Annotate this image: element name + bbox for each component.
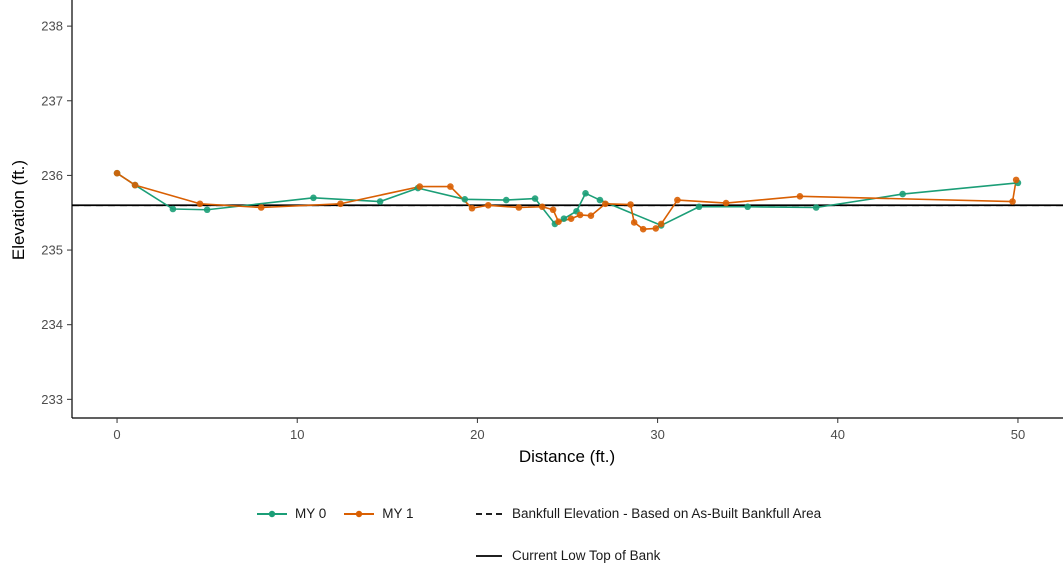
data-point-my1-6 [447, 183, 454, 190]
x-tick-label: 10 [290, 427, 304, 442]
legend-item-my1: MY 1 [344, 506, 414, 521]
data-point-my1-9 [515, 204, 523, 211]
data-point-my0-14 [596, 196, 604, 204]
y-tick-label: 237 [41, 93, 63, 108]
data-point-my1-17 [627, 201, 634, 208]
y-axis-title: Elevation (ft.) [9, 160, 28, 260]
data-point-my1-23 [722, 199, 730, 207]
data-point-my1-24 [796, 193, 804, 200]
plot-area [72, 169, 1063, 233]
data-point-my1-21 [657, 220, 665, 228]
data-point-my1-26 [1012, 176, 1020, 184]
legend-label-my0: MY 0 [295, 506, 327, 521]
data-point-my0-4 [310, 194, 317, 202]
y-tick-label: 236 [41, 168, 63, 183]
legend-key-bankfull [476, 512, 502, 515]
data-point-my1-0 [113, 169, 121, 177]
data-point-my1-25 [1009, 198, 1016, 205]
x-tick-label: 30 [650, 427, 664, 442]
legend-label-top-of-bank: Current Low Top of Bank [512, 548, 661, 563]
x-axis-title: Distance (ft.) [519, 447, 615, 466]
data-point-my1-22 [674, 196, 681, 204]
data-point-my1-10 [538, 203, 546, 211]
y-tick-label: 233 [41, 392, 63, 407]
data-point-my1-19 [639, 225, 647, 233]
data-point-my1-13 [567, 215, 575, 222]
data-point-my0-17 [744, 203, 751, 211]
data-point-my1-11 [549, 206, 557, 214]
data-point-my0-13 [582, 190, 589, 197]
y-tick-label: 238 [41, 19, 63, 34]
y-tick-label: 234 [41, 317, 63, 332]
x-tick-label: 0 [113, 427, 120, 442]
data-point-my1-18 [630, 219, 638, 226]
data-point-my1-15 [587, 212, 595, 220]
data-point-my0-3 [203, 206, 211, 214]
data-point-my0-18 [812, 204, 820, 211]
y-tick-label: 235 [41, 243, 63, 258]
data-point-my0-2 [169, 205, 177, 213]
data-point-my1-5 [416, 183, 424, 190]
cross-section-chart: 0 10 20 30 40 50 233 234 235 236 237 238 Distance (… [9, 0, 1063, 466]
data-point-my0-7 [461, 196, 469, 203]
data-point-my1-3 [257, 204, 265, 211]
data-point-my1-4 [337, 200, 344, 208]
data-point-my1-2 [196, 200, 204, 208]
data-point-my1-14 [576, 211, 584, 219]
data-point-my0-19 [899, 190, 906, 198]
legend-row-2: Bankfull Elevation - Based on As-Built B… [474, 506, 821, 521]
data-point-my1-1 [131, 181, 139, 189]
legend-key-my1 [344, 510, 375, 517]
legend-row-1: MY 0 MY 1 [257, 506, 414, 521]
legend-key-my0 [257, 510, 287, 517]
data-point-my0-9 [531, 195, 539, 202]
legend-item-top-of-bank: Current Low Top of Bank [474, 548, 660, 563]
data-point-my0-8 [502, 196, 510, 204]
chart-legend: MY 0 MY 1 Bankfull Elevation - Based on … [0, 498, 1063, 571]
legend-key-top-of-bank [476, 554, 502, 557]
data-point-my1-12 [555, 218, 562, 225]
series-line-my0 [116, 172, 1019, 227]
data-point-my1-16 [602, 200, 609, 208]
data-point-my1-20 [652, 225, 660, 232]
legend-label-my1: MY 1 [382, 506, 414, 521]
data-point-my1-8 [484, 201, 492, 209]
legend-row-3: Current Low Top of Bank [474, 548, 660, 563]
x-tick-label: 50 [1011, 427, 1025, 442]
legend-label-bankfull: Bankfull Elevation - Based on As-Built B… [512, 506, 822, 521]
legend-item-bankfull: Bankfull Elevation - Based on As-Built B… [474, 506, 821, 521]
legend-item-my0: MY 0 [257, 506, 326, 521]
x-tick-label: 40 [831, 427, 845, 442]
data-point-my0-11 [560, 215, 568, 222]
x-tick-label: 20 [470, 427, 484, 442]
axis-ticks: 0 10 20 30 40 50 233 234 235 236 237 238 [41, 19, 1025, 442]
data-point-my0-16 [695, 203, 703, 211]
data-point-my1-7 [468, 204, 476, 212]
series-line-my1 [116, 172, 1017, 230]
data-point-my0-5 [376, 198, 384, 205]
